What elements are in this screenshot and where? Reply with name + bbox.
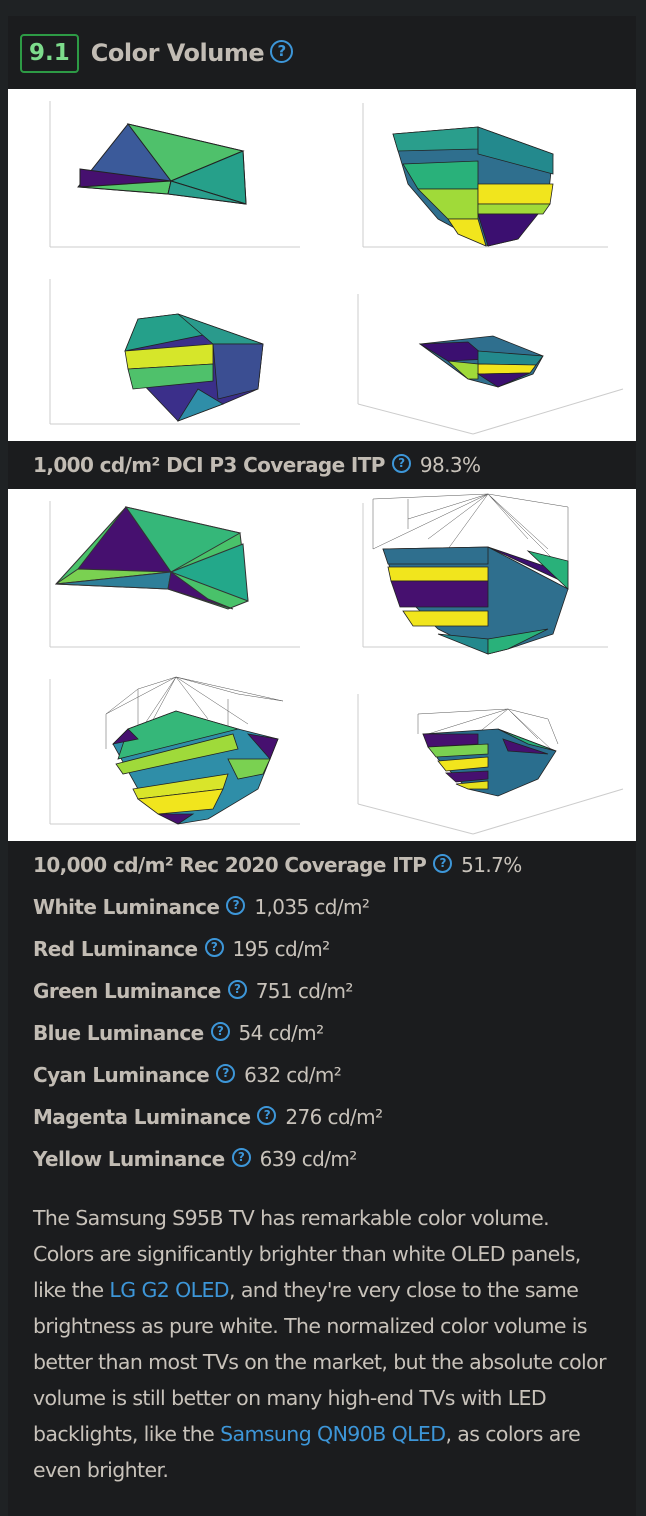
section-header: 9.1 Color Volume?: [20, 33, 294, 73]
link-lg-g2-oled[interactable]: LG G2 OLED: [109, 1278, 229, 1302]
description-text: The Samsung S95B TV has remarkable color…: [33, 1206, 581, 1302]
metric-value: 54 cd/m²: [238, 1021, 325, 1045]
metric-label: Blue Luminance: [33, 1021, 204, 1045]
description-text: , and they're very close to the same bri…: [33, 1278, 607, 1446]
metric-row-white-luminance: White Luminance? 1,035 cd/m²: [33, 892, 370, 922]
description-text: , as colors are even brighter.: [33, 1422, 581, 1482]
metric-value: 639 cd/m²: [259, 1147, 358, 1171]
metric-label: Cyan Luminance: [33, 1063, 210, 1087]
metric-row-rec2020: 10,000 cd/m² Rec 2020 Coverage ITP? 51.7%: [33, 850, 522, 880]
metric-label: Green Luminance: [33, 979, 221, 1003]
metric-value: 632 cd/m²: [244, 1063, 342, 1087]
metric-label: 10,000 cd/m² Rec 2020 Coverage ITP: [33, 853, 427, 877]
metric-row-dci-p3: 1,000 cd/m² DCI P3 Coverage ITP? 98.3%: [33, 450, 481, 480]
section-title: Color Volume?: [90, 39, 294, 67]
metric-label: Red Luminance: [33, 937, 198, 961]
question-circle-icon[interactable]: ?: [226, 895, 246, 915]
metric-label: 1,000 cd/m² DCI P3 Coverage ITP: [33, 453, 385, 477]
question-circle-icon[interactable]: ?: [210, 1021, 230, 1041]
color-volume-plot-dci-p3-graphic: [49, 101, 624, 435]
metric-row-magenta-luminance: Magenta Luminance? 276 cd/m²: [33, 1102, 383, 1132]
description-paragraph: The Samsung S95B TV has remarkable color…: [33, 1200, 613, 1488]
metric-value: 98.3%: [419, 453, 481, 477]
question-circle-icon[interactable]: ?: [216, 1063, 236, 1083]
metric-value: 751 cd/m²: [255, 979, 354, 1003]
metric-label: White Luminance: [33, 895, 220, 919]
question-circle-icon[interactable]: ?: [433, 853, 453, 873]
metric-value: 276 cd/m²: [285, 1105, 383, 1129]
link-samsung-qn90b-qled[interactable]: Samsung QN90B QLED: [220, 1422, 446, 1446]
metric-value: 195 cd/m²: [232, 937, 331, 961]
score-badge: 9.1: [20, 33, 79, 73]
question-circle-icon[interactable]: ?: [391, 453, 411, 473]
metric-row-yellow-luminance: Yellow Luminance? 639 cd/m²: [33, 1144, 357, 1174]
metric-row-green-luminance: Green Luminance? 751 cd/m²: [33, 976, 353, 1006]
section-title-text: Color Volume: [90, 39, 265, 67]
question-circle-icon[interactable]: ?: [231, 1147, 251, 1167]
metric-row-red-luminance: Red Luminance? 195 cd/m²: [33, 934, 330, 964]
metric-label: Magenta Luminance: [33, 1105, 251, 1129]
color-volume-plot-dci-p3: [8, 89, 636, 441]
metric-value: 51.7%: [461, 853, 522, 877]
metric-value: 1,035 cd/m²: [254, 895, 370, 919]
question-circle-icon[interactable]: ?: [270, 39, 294, 63]
question-circle-icon[interactable]: ?: [227, 979, 247, 999]
color-volume-card: 9.1 Color Volume?: [8, 16, 636, 1516]
color-volume-plot-rec2020-graphic: [49, 493, 624, 835]
color-volume-plot-rec2020: [8, 489, 636, 841]
metric-row-blue-luminance: Blue Luminance? 54 cd/m²: [33, 1018, 325, 1048]
metric-label: Yellow Luminance: [33, 1147, 225, 1171]
question-circle-icon[interactable]: ?: [204, 937, 224, 957]
metric-row-cyan-luminance: Cyan Luminance? 632 cd/m²: [33, 1060, 342, 1090]
question-circle-icon[interactable]: ?: [257, 1105, 277, 1125]
